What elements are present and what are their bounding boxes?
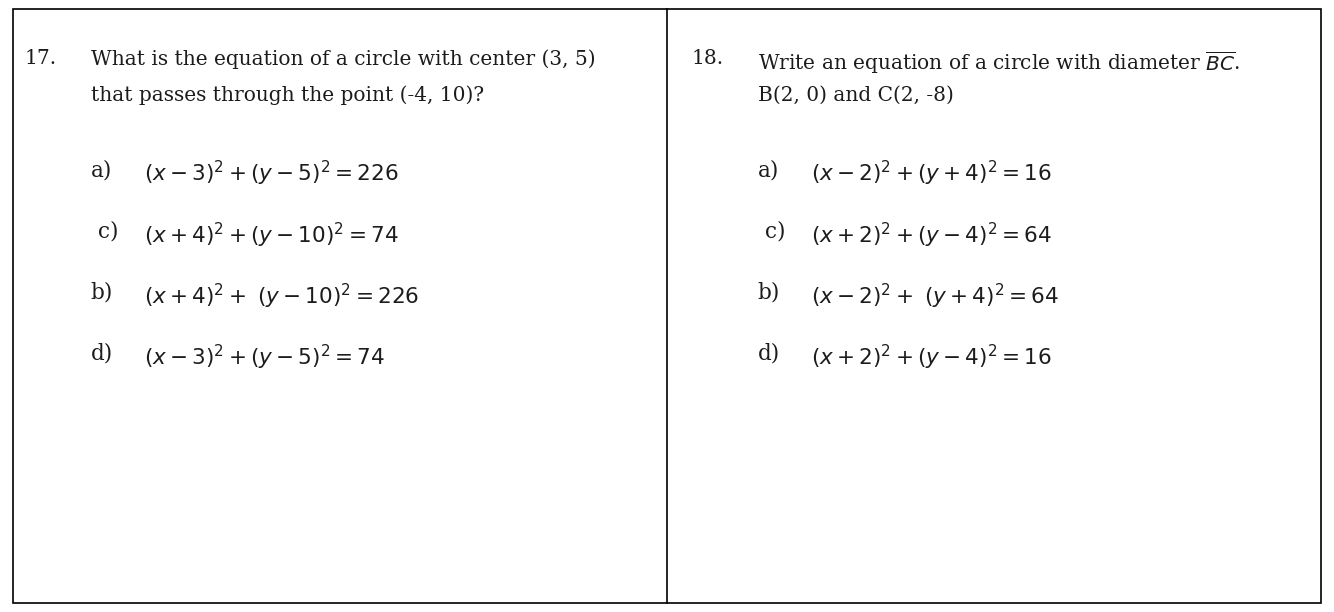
Text: $( \mathit{x} - 3)^2 + ( \mathit{y} - 5)^2 = 226$: $( \mathit{x} - 3)^2 + ( \mathit{y} - 5)… [144, 159, 399, 188]
Text: b): b) [758, 282, 780, 304]
Text: $( \mathit{x} + 4)^2 + \ ( \mathit{y} - 10)^2 = 226$: $( \mathit{x} + 4)^2 + \ ( \mathit{y} - … [144, 282, 419, 311]
Text: that passes through the point (-4, 10)?: that passes through the point (-4, 10)? [91, 86, 484, 105]
Text: $( \mathit{x} - 2)^2 + \ ( \mathit{y} + 4)^2 = 64$: $( \mathit{x} - 2)^2 + \ ( \mathit{y} + … [811, 282, 1059, 311]
Text: d): d) [758, 343, 780, 365]
Text: $(\mathit{x} - 2)^2 + (\mathit{y} + 4)^2 = 16$: $(\mathit{x} - 2)^2 + (\mathit{y} + 4)^2… [811, 159, 1051, 188]
Text: a): a) [91, 159, 112, 181]
Text: c): c) [91, 220, 119, 242]
Text: What is the equation of a circle with center (3, 5): What is the equation of a circle with ce… [91, 49, 595, 69]
Text: $( \mathit{x} + 4)^2 + (\mathit{y} - 10)^2 = 74$: $( \mathit{x} + 4)^2 + (\mathit{y} - 10)… [144, 220, 399, 250]
Text: 17.: 17. [24, 49, 56, 68]
Text: $(\mathit{x} - 3)^2 + (\mathit{y} - 5)^2 = 74$: $(\mathit{x} - 3)^2 + (\mathit{y} - 5)^2… [144, 343, 386, 372]
Text: $( \mathit{x} + 2)^2 + (\mathit{y} - 4)^2 = 64$: $( \mathit{x} + 2)^2 + (\mathit{y} - 4)^… [811, 220, 1053, 250]
Text: c): c) [758, 220, 786, 242]
Text: $(\mathit{x} + 2)^2 + (\mathit{y} - 4)^2 = 16$: $(\mathit{x} + 2)^2 + (\mathit{y} - 4)^2… [811, 343, 1051, 372]
Text: b): b) [91, 282, 113, 304]
Text: 18.: 18. [691, 49, 723, 68]
Text: Write an equation of a circle with diameter $\overline{BC}$.: Write an equation of a circle with diame… [758, 49, 1239, 76]
Text: a): a) [758, 159, 779, 181]
Text: B(2, 0) and C(2, -8): B(2, 0) and C(2, -8) [758, 86, 954, 105]
Text: d): d) [91, 343, 113, 365]
